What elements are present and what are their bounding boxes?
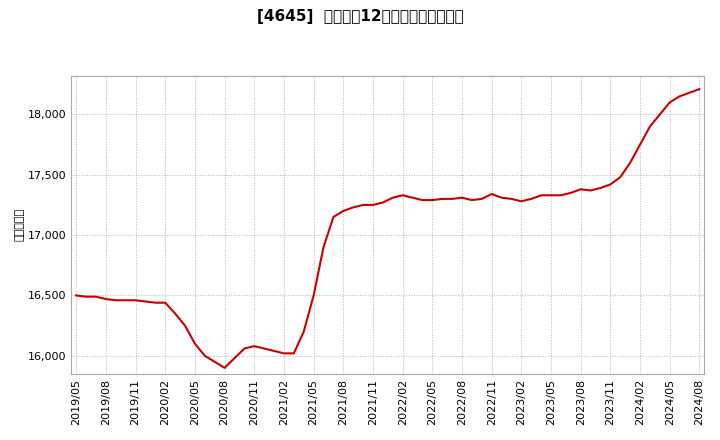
Y-axis label: （百万円）: （百万円） (15, 208, 25, 242)
Text: [4645]  売上高の12か月移動合計の推移: [4645] 売上高の12か月移動合計の推移 (256, 9, 464, 24)
